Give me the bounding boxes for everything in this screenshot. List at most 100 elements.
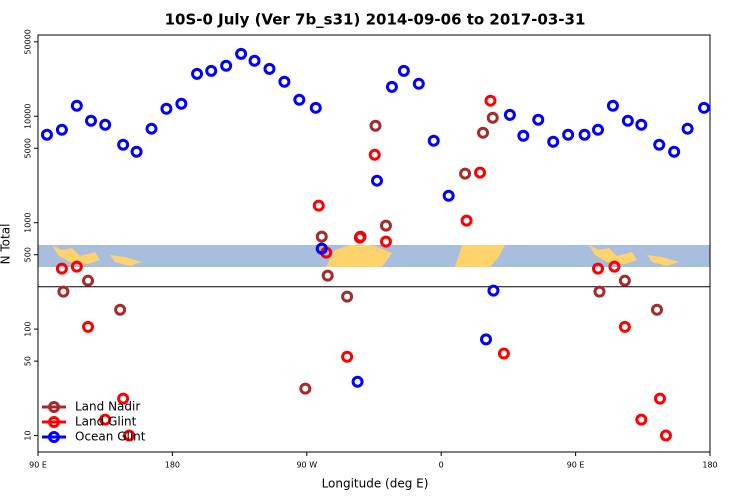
point <box>70 260 83 273</box>
point <box>85 114 98 127</box>
point <box>681 122 694 135</box>
point <box>191 67 204 80</box>
point <box>503 108 516 121</box>
point <box>592 262 604 275</box>
x-tick-label: 90 W <box>296 461 317 470</box>
point <box>460 214 473 227</box>
point <box>205 64 218 77</box>
map-land <box>52 245 679 267</box>
point <box>370 174 383 187</box>
point <box>145 122 158 135</box>
point <box>650 303 663 316</box>
legend-label: Ocean Glint <box>75 430 146 444</box>
point <box>487 284 500 297</box>
y-tick-label: 50000 <box>24 29 33 54</box>
point <box>517 129 530 142</box>
point <box>315 230 328 243</box>
point <box>368 148 381 161</box>
point <box>653 392 666 405</box>
legend-marker <box>48 401 60 413</box>
point <box>312 199 325 212</box>
x-axis-label: Longitude (deg E) <box>322 477 429 491</box>
point <box>621 114 634 127</box>
x-tick-label: 90 E <box>29 461 47 470</box>
point <box>82 274 95 287</box>
point <box>486 111 499 124</box>
point <box>668 145 681 158</box>
point <box>480 333 492 346</box>
point <box>592 123 604 136</box>
point <box>321 269 334 282</box>
point <box>379 219 392 232</box>
point <box>55 123 68 136</box>
point <box>698 101 711 114</box>
y-tick-label: 50 <box>24 356 33 366</box>
point <box>55 262 68 275</box>
point <box>484 94 497 107</box>
point <box>618 274 631 287</box>
point <box>427 134 440 147</box>
point <box>532 113 545 126</box>
legend-marker <box>48 416 60 428</box>
point <box>278 75 291 88</box>
x-tick-label: 180 <box>702 461 717 470</box>
point <box>309 101 322 114</box>
legend-marker <box>48 431 60 443</box>
point <box>351 375 364 388</box>
point <box>547 135 560 148</box>
point <box>315 242 328 255</box>
legend-label: Land Nadir <box>75 400 140 414</box>
point <box>385 80 398 93</box>
point <box>653 138 666 151</box>
point <box>635 413 648 426</box>
x-tick-label: 180 <box>165 461 180 470</box>
point <box>341 350 354 363</box>
plot-frame <box>37 34 711 453</box>
y-tick-label: 1000 <box>24 212 33 232</box>
point <box>608 260 621 273</box>
point <box>353 231 366 244</box>
point <box>99 413 112 426</box>
point <box>293 93 306 106</box>
point <box>99 118 112 131</box>
point <box>459 167 472 180</box>
point <box>40 128 53 141</box>
point <box>635 118 648 131</box>
point <box>82 320 95 333</box>
point <box>57 285 70 298</box>
point <box>606 99 619 112</box>
point <box>578 128 591 141</box>
point <box>397 64 410 77</box>
point <box>369 119 382 132</box>
point <box>263 62 276 75</box>
chart-title: 10S-0 July (Ver 7b_s31) 2014-09-06 to 20… <box>165 11 586 29</box>
legend-label: Land Glint <box>75 415 137 429</box>
point <box>235 47 248 60</box>
point <box>562 128 575 141</box>
point <box>412 77 425 90</box>
point <box>299 382 312 395</box>
point <box>130 145 143 158</box>
point <box>659 429 672 442</box>
point <box>248 54 261 67</box>
point <box>117 138 130 151</box>
point <box>70 99 83 112</box>
y-tick-label: 5000 <box>24 138 33 158</box>
point <box>160 102 173 115</box>
point <box>341 290 354 303</box>
point <box>220 59 233 72</box>
x-tick-label: 0 <box>439 461 444 470</box>
y-axis-label: N Total <box>0 224 13 265</box>
point <box>618 320 631 333</box>
point <box>379 235 392 248</box>
point <box>593 285 606 298</box>
point <box>117 392 130 405</box>
point <box>123 429 136 442</box>
point <box>497 347 510 360</box>
y-tick-label: 10 <box>24 430 33 440</box>
point <box>474 166 487 179</box>
point <box>477 126 490 139</box>
point <box>114 303 127 316</box>
y-tick-label: 500 <box>24 247 33 262</box>
